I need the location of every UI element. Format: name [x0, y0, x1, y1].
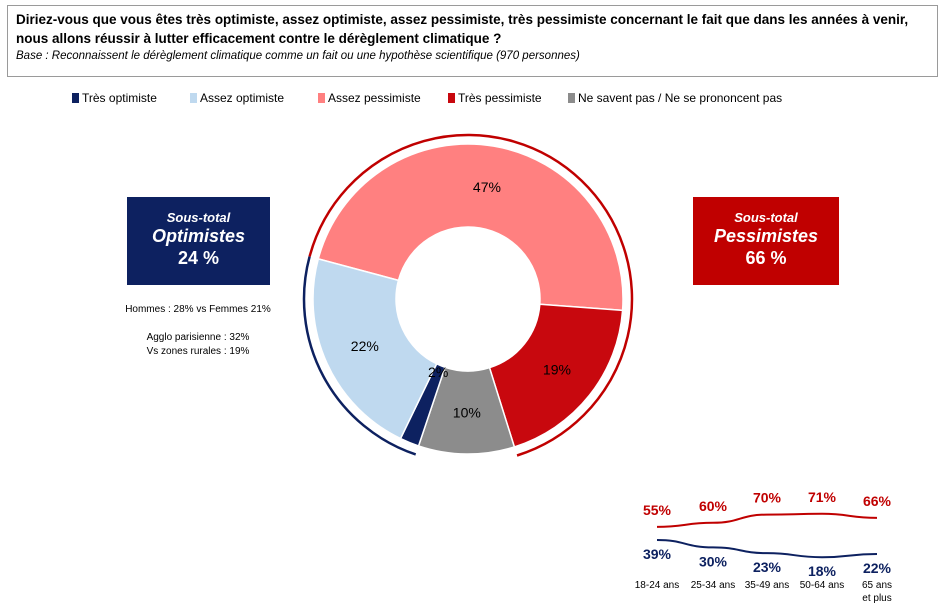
question-base: Base : Reconnaissent le dérèglement clim… [16, 50, 580, 62]
legend-item-tres-pessimiste: Très pessimiste [448, 91, 542, 105]
legend-item-tres-optimiste: Très optimiste [72, 91, 157, 105]
question-box: Diriez-vous que vous êtes très optimiste… [7, 5, 938, 77]
legend-item-assez-pessimiste: Assez pessimiste [318, 91, 421, 105]
subtotal-pessimistes-box: Sous-total Pessimistes 66 % [693, 197, 839, 285]
legend-swatch [72, 93, 79, 103]
subtotal-value: 66 % [745, 248, 787, 268]
data-label: 71% [808, 489, 837, 505]
note-gender: Hommes : 28% vs Femmes 21% [125, 304, 271, 315]
x-tick-label: 65 ans [862, 580, 892, 591]
subtotal-caption: Sous-total [734, 210, 798, 225]
legend-label: Très pessimiste [458, 91, 542, 105]
series-line [656, 512, 878, 528]
legend-label: Assez pessimiste [328, 91, 421, 105]
subtotal-value: 24 % [177, 248, 220, 268]
data-label: 66% [863, 493, 892, 509]
subtotal-label: Optimistes [151, 226, 246, 246]
data-label: 55% [643, 502, 672, 518]
legend-item-assez-optimiste: Assez optimiste [190, 91, 284, 105]
optimistes-bracket [302, 256, 417, 456]
data-label: 22% [863, 560, 892, 576]
data-label: 23% [753, 559, 782, 575]
legend-label: Assez optimiste [200, 91, 285, 105]
x-tick-label: 18-24 ans [635, 580, 679, 591]
question-title: Diriez-vous que vous êtes très optimiste… [16, 12, 909, 46]
data-label: 39% [643, 546, 672, 562]
donut-slice [488, 303, 624, 448]
legend-swatch [568, 93, 575, 103]
x-tick-label: 25-34 ans [691, 580, 735, 591]
legend-label: Ne savent pas / Ne se prononcent pas [578, 91, 783, 105]
legend-label: Très optimiste [82, 91, 157, 105]
data-label: 60% [699, 498, 728, 514]
subtotal-optimistes-box: Sous-total Optimistes 24 % [127, 197, 270, 285]
slice-label: 2% [428, 364, 448, 380]
data-label: 30% [699, 553, 728, 569]
series-line [656, 539, 878, 559]
slice-label: 19% [543, 362, 571, 378]
legend-swatch [190, 93, 197, 103]
legend-swatch [448, 93, 455, 103]
x-tick-label: et plus [862, 593, 891, 604]
note-rural: Vs zones rurales : 19% [146, 346, 250, 357]
slice-label: 10% [453, 404, 481, 420]
slice-label: 22% [351, 338, 379, 354]
pessimistes-bracket [308, 133, 634, 457]
data-label: 18% [808, 563, 837, 579]
legend-swatch [318, 93, 325, 103]
x-tick-label: 50-64 ans [800, 580, 844, 591]
note-agglo: Agglo parisienne : 32% [146, 332, 250, 343]
data-label: 70% [753, 490, 782, 506]
legend-item-nsp: Ne savent pas / Ne se prononcent pas [568, 91, 782, 105]
slice-label: 47% [473, 179, 501, 195]
subtotal-label: Pessimistes [713, 226, 819, 246]
donut-slice [312, 257, 438, 440]
subtotal-caption: Sous-total [166, 210, 231, 225]
donut-slice [317, 143, 624, 312]
x-tick-label: 35-49 ans [745, 580, 789, 591]
